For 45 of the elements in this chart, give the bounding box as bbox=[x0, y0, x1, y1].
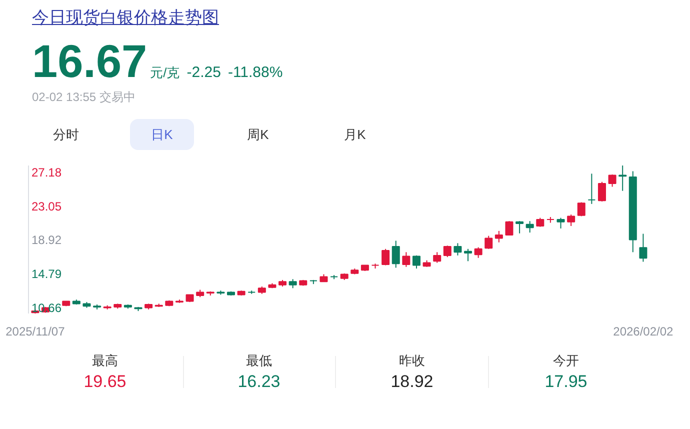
text: 02-02 13:55 交易中 bbox=[32, 89, 136, 106]
candlestick bbox=[433, 252, 442, 264]
text: -2.25 bbox=[186, 64, 221, 81]
candlestick bbox=[516, 220, 524, 234]
text: -11.88% bbox=[228, 64, 283, 81]
text: 18.92 bbox=[390, 372, 434, 392]
text: 周K bbox=[246, 126, 270, 144]
candlestick bbox=[567, 214, 576, 227]
text: 17.95 bbox=[544, 372, 588, 392]
x-tick-label: 2025/11/07 bbox=[6, 324, 66, 338]
text: 月K bbox=[343, 126, 367, 144]
candlestick bbox=[454, 242, 462, 256]
candlestick bbox=[392, 240, 400, 268]
candlestick bbox=[494, 230, 503, 243]
candlestick bbox=[484, 235, 493, 250]
text: 19.65 bbox=[82, 372, 128, 392]
text: 16.23 bbox=[236, 372, 282, 392]
candlestick bbox=[443, 245, 452, 258]
chart-title: 今日现货白银价格走势图 bbox=[32, 7, 219, 29]
text: 最高 bbox=[91, 353, 119, 369]
candlestick bbox=[505, 220, 514, 236]
candlestick bbox=[608, 174, 616, 188]
candlestick bbox=[556, 217, 565, 229]
candlestick bbox=[464, 248, 472, 262]
candlestick bbox=[412, 254, 420, 270]
x-tick-label: 2026/02/02 bbox=[613, 324, 674, 338]
y-tick-label: 14.79 bbox=[32, 267, 62, 282]
candlestick bbox=[598, 181, 606, 202]
text: 最低 bbox=[245, 353, 273, 369]
candlestick bbox=[382, 248, 390, 266]
y-tick-label: 27.18 bbox=[32, 166, 62, 180]
y-tick-label: 18.92 bbox=[32, 233, 62, 248]
y-tick-label: 23.05 bbox=[32, 199, 62, 214]
candlestick bbox=[639, 233, 648, 262]
text: 日K bbox=[130, 119, 194, 150]
text: 今开 bbox=[552, 353, 580, 369]
text: 元/克 bbox=[150, 65, 180, 80]
candlestick bbox=[526, 220, 534, 234]
candlestick bbox=[588, 173, 596, 204]
text: 16.67 bbox=[32, 35, 148, 87]
candlestick bbox=[402, 252, 410, 268]
candlestick bbox=[474, 246, 482, 258]
y-tick-label: 10.66 bbox=[32, 300, 62, 315]
text: 昨收 bbox=[398, 353, 426, 369]
text: 分时 bbox=[52, 126, 80, 144]
